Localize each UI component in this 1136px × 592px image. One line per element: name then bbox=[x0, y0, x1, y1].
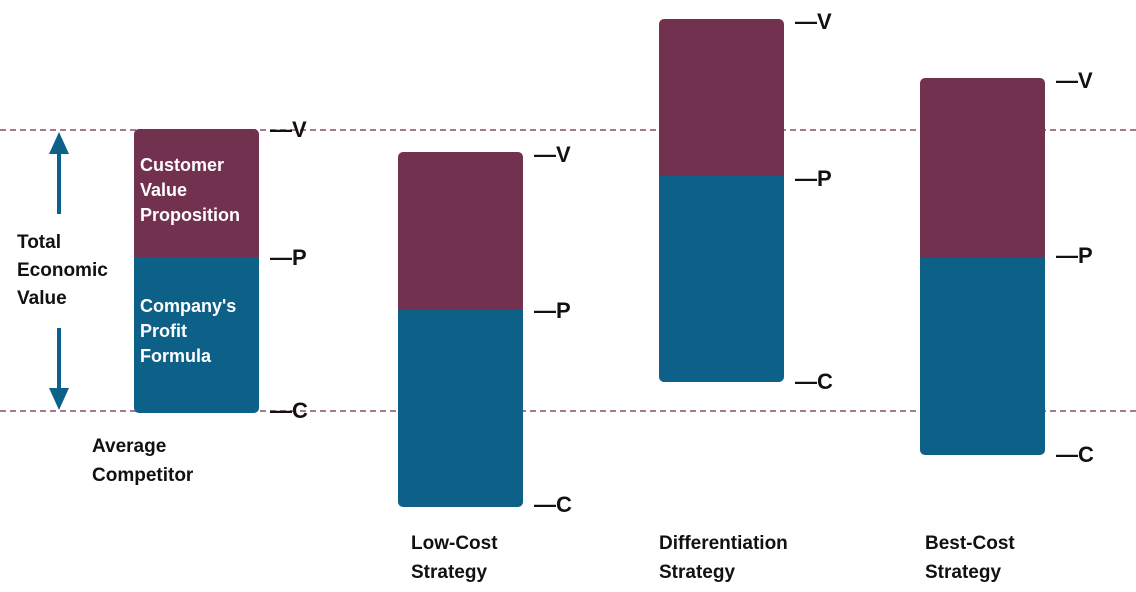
label-line: Customer bbox=[140, 155, 225, 175]
caption-line: Strategy bbox=[411, 562, 488, 583]
average-c-marker: —C bbox=[270, 398, 308, 423]
best-cost-p-marker: —P bbox=[1056, 243, 1093, 268]
average-competitor-caption: Average Competitor bbox=[92, 432, 193, 490]
low-cost-bar bbox=[398, 152, 523, 507]
low-cost-p-marker: —P bbox=[534, 298, 571, 323]
differentiation-strategy-caption: Differentiation Strategy bbox=[659, 529, 788, 587]
axis-label-line: Total bbox=[17, 232, 61, 253]
label-line: Company's bbox=[140, 296, 237, 316]
caption-line: Competitor bbox=[92, 465, 194, 486]
profit-segment bbox=[398, 310, 523, 507]
company-profit-formula-label: Company's Profit Formula bbox=[140, 294, 255, 369]
customer-value-segment bbox=[398, 152, 523, 310]
average-cost-reference-line bbox=[0, 410, 1136, 412]
profit-segment: Company's Profit Formula bbox=[134, 257, 259, 413]
low-cost-c-marker: —C bbox=[534, 492, 572, 517]
differentiation-v-marker: —V bbox=[795, 9, 832, 34]
total-economic-value-label: Total Economic Value bbox=[17, 229, 108, 313]
differentiation-c-marker: —C bbox=[795, 369, 833, 394]
caption-line: Strategy bbox=[659, 562, 736, 583]
best-cost-v-marker: —V bbox=[1056, 68, 1093, 93]
average-competitor-bar: Customer Value Proposition Company's Pro… bbox=[134, 129, 259, 413]
customer-value-proposition-label: Customer Value Proposition bbox=[140, 153, 255, 228]
down-arrow-icon bbox=[49, 328, 69, 410]
best-cost-strategy-caption: Best-Cost Strategy bbox=[925, 529, 1015, 587]
up-arrow-icon bbox=[49, 132, 69, 214]
customer-value-segment bbox=[920, 78, 1045, 258]
caption-line: Differentiation bbox=[659, 533, 788, 554]
caption-line: Best-Cost bbox=[925, 533, 1015, 554]
caption-line: Strategy bbox=[925, 562, 1002, 583]
profit-segment bbox=[920, 258, 1045, 455]
differentiation-bar bbox=[659, 19, 784, 382]
low-cost-v-marker: —V bbox=[534, 142, 571, 167]
caption-line: Average bbox=[92, 436, 167, 457]
customer-value-segment bbox=[659, 19, 784, 176]
label-line: Value bbox=[140, 180, 188, 200]
axis-label-line: Economic bbox=[17, 260, 108, 281]
label-line: Proposition bbox=[140, 205, 240, 225]
label-line: Formula bbox=[140, 346, 212, 366]
average-value-reference-line bbox=[0, 129, 1136, 131]
profit-segment bbox=[659, 176, 784, 382]
axis-label-line: Value bbox=[17, 288, 67, 309]
low-cost-strategy-caption: Low-Cost Strategy bbox=[411, 529, 498, 587]
customer-value-segment: Customer Value Proposition bbox=[134, 129, 259, 257]
best-cost-c-marker: —C bbox=[1056, 442, 1094, 467]
caption-line: Low-Cost bbox=[411, 533, 498, 554]
average-p-marker: —P bbox=[270, 245, 307, 270]
average-v-marker: —V bbox=[270, 117, 307, 142]
differentiation-p-marker: —P bbox=[795, 166, 832, 191]
best-cost-bar bbox=[920, 78, 1045, 455]
label-line: Profit bbox=[140, 321, 187, 341]
